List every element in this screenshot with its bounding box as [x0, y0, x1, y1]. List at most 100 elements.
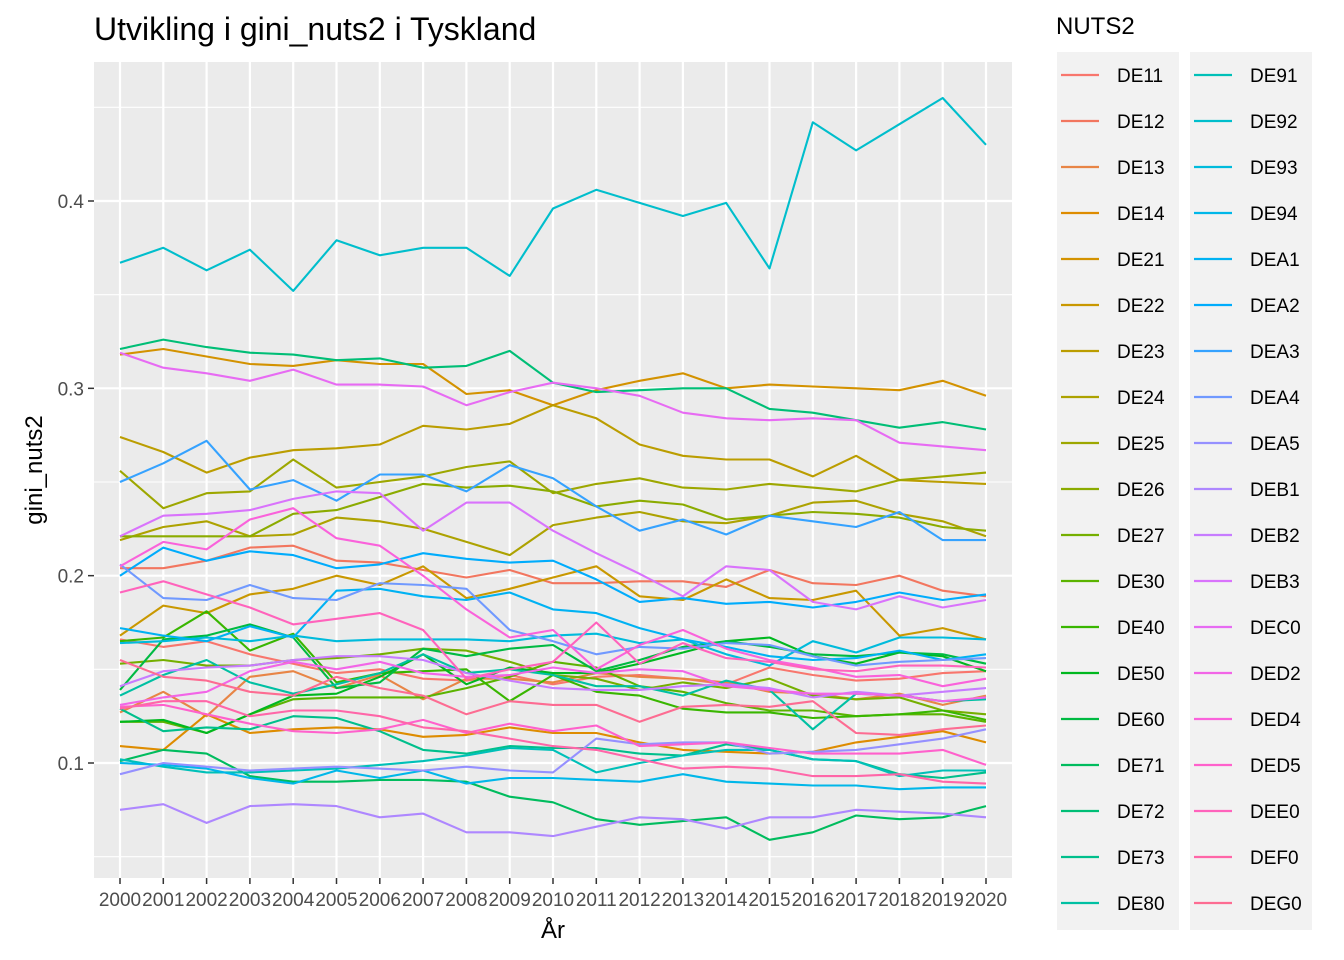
legend-key-background: [1190, 52, 1312, 930]
legend: DE11 DE12 DE13 DE14 DE21 DE22 DE23 DE24 DE25 DE26…: [1057, 52, 1312, 930]
legend-label-ded2: DED2: [1250, 664, 1301, 685]
series-line-de22: [119, 565, 987, 641]
series-line-de25: [119, 458, 987, 510]
legend-label-deb3: DEB3: [1250, 572, 1300, 593]
series-line-de94: [119, 761, 986, 791]
x-tick-label: 2005: [315, 890, 357, 911]
x-tick-label: 2002: [185, 890, 227, 911]
x-axis: 2000 2001 2002 2003 2004 2005 2006 2007 2008 2009…: [99, 878, 1007, 911]
chart-title: Utvikling i gini_nuts2 i Tyskland: [94, 11, 536, 47]
legend-label-dea4: DEA4: [1250, 388, 1300, 409]
legend-label-de13: DE13: [1117, 158, 1165, 179]
legend-label-de91: DE91: [1250, 66, 1298, 87]
series-line-dea5: [119, 728, 987, 776]
legend-label-de27: DE27: [1117, 526, 1165, 547]
legend-label-dea2: DEA2: [1250, 296, 1300, 317]
x-tick-label: 2018: [878, 890, 920, 911]
legend-label-dec0: DEC0: [1250, 618, 1301, 639]
x-tick-label: 2016: [792, 890, 834, 911]
x-tick-label: 2017: [835, 890, 877, 911]
legend-label-dea1: DEA1: [1250, 250, 1300, 271]
legend-label-de71: DE71: [1117, 756, 1165, 777]
y-tick-label: 0.1: [58, 754, 84, 775]
series-lines: [119, 96, 987, 841]
x-tick-label: 2020: [965, 890, 1007, 911]
grid-major: [94, 62, 1012, 878]
x-tick-label: 2010: [532, 890, 574, 911]
legend-label-de73: DE73: [1117, 848, 1165, 869]
legend-label-de23: DE23: [1117, 342, 1165, 363]
series-line-de24: [119, 499, 987, 557]
series-line-dec0: [119, 351, 987, 452]
legend-label-de72: DE72: [1117, 802, 1165, 823]
series-line-dea4: [119, 563, 987, 667]
series-line-ded4: [119, 507, 987, 688]
legend-label-de93: DE93: [1250, 158, 1298, 179]
x-tick-label: 2013: [662, 890, 704, 911]
series-line-def0: [119, 700, 987, 785]
legend-label-dea5: DEA5: [1250, 434, 1300, 455]
legend-label-def0: DEF0: [1250, 848, 1299, 869]
legend-label-ded5: DED5: [1250, 756, 1301, 777]
legend-label-deb1: DEB1: [1250, 480, 1300, 501]
x-tick-label: 2014: [705, 890, 748, 911]
x-tick-label: 2012: [618, 890, 660, 911]
series-line-de92: [119, 96, 987, 292]
series-line-de71: [119, 748, 987, 841]
legend-label-de30: DE30: [1117, 572, 1165, 593]
series-line-de14: [119, 713, 987, 755]
x-tick-label: 2011: [576, 890, 617, 911]
y-tick-label: 0.3: [58, 379, 84, 400]
series-line-dea2: [119, 546, 987, 609]
legend-label-de21: DE21: [1117, 250, 1165, 271]
x-tick-label: 2004: [272, 890, 315, 911]
x-tick-label: 2009: [489, 890, 531, 911]
y-tick-label: 0.4: [58, 192, 85, 213]
legend-label-de14: DE14: [1117, 204, 1165, 225]
legend-label-de22: DE22: [1117, 296, 1165, 317]
series-line-dea1: [119, 587, 987, 662]
series-line-de93: [119, 632, 987, 667]
x-tick-label: 2008: [445, 890, 487, 911]
x-axis-title: År: [541, 916, 565, 944]
legend-label-dea3: DEA3: [1250, 342, 1300, 363]
series-line-dea3: [119, 439, 986, 542]
series-line-dee0: [119, 580, 987, 680]
series-line-ded2: [119, 660, 987, 706]
legend-label-de12: DE12: [1117, 112, 1165, 133]
series-line-ded5: [119, 703, 987, 766]
x-tick-label: 2019: [922, 890, 964, 911]
legend-label-de40: DE40: [1117, 618, 1165, 639]
series-line-deg0: [119, 659, 987, 736]
legend-label-ded4: DED4: [1250, 710, 1301, 731]
legend-label-dee0: DEE0: [1250, 802, 1300, 823]
series-line-de60: [119, 623, 987, 691]
series-line-de91: [119, 746, 986, 778]
x-tick-label: 2007: [402, 890, 444, 911]
series-line-de50: [119, 636, 987, 735]
legend-key-background: [1057, 52, 1179, 930]
y-tick-label: 0.2: [58, 567, 84, 588]
legend-label-de24: DE24: [1117, 388, 1165, 409]
x-tick-label: 2006: [359, 890, 401, 911]
legend-label-de25: DE25: [1117, 434, 1165, 455]
legend-label-deb2: DEB2: [1250, 526, 1300, 547]
y-axis-title: gini_nuts2: [21, 415, 48, 524]
series-line-de26: [120, 482, 987, 538]
legend-label-de11: DE11: [1117, 66, 1163, 87]
x-tick-label: 2003: [229, 890, 271, 911]
series-line-deb1: [119, 803, 987, 838]
series-line-de12: [120, 544, 987, 598]
legend-label-de60: DE60: [1117, 710, 1165, 731]
legend-label-de80: DE80: [1117, 894, 1165, 915]
series-line-de80: [119, 653, 987, 731]
legend-label-deg0: DEG0: [1250, 894, 1302, 915]
y-axis: 0.1 0.2 0.3 0.4: [58, 192, 94, 775]
series-line-de11: [119, 638, 987, 686]
x-tick-label: 2001: [142, 890, 184, 911]
legend-label-de92: DE92: [1250, 112, 1298, 133]
x-tick-label: 2015: [748, 890, 790, 911]
legend-label-de94: DE94: [1250, 204, 1298, 225]
series-line-deb3: [119, 490, 987, 611]
